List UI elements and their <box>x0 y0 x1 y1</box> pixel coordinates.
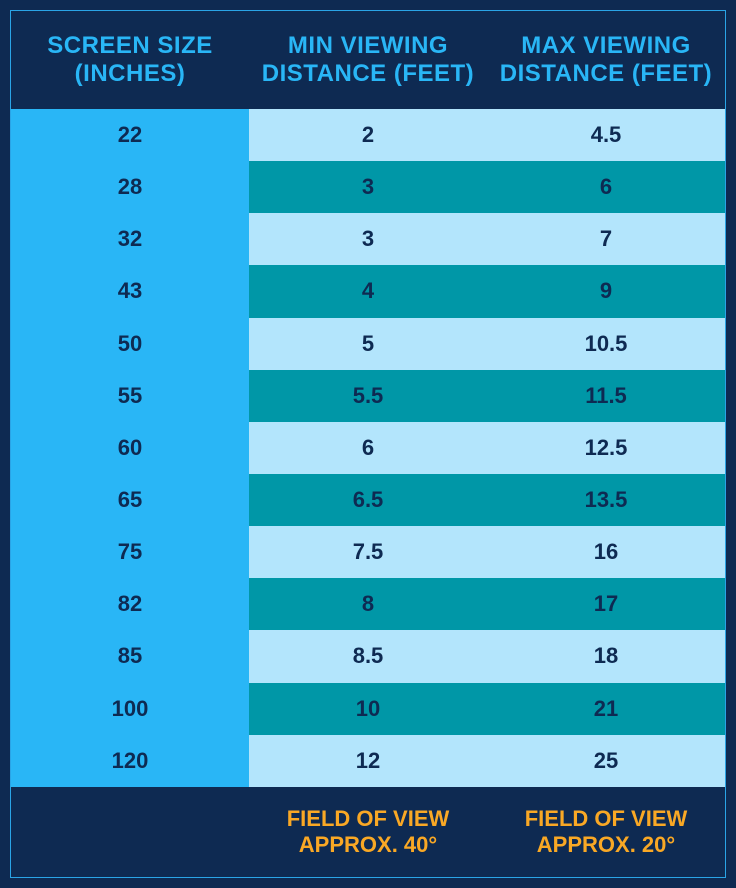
cell: 65 <box>11 474 249 526</box>
header-screen-size: SCREEN SIZE (INCHES) <box>11 11 249 109</box>
table-row: 50510.5 <box>11 318 725 370</box>
table-row: 3237 <box>11 213 725 265</box>
cell: 8.5 <box>249 630 487 682</box>
cell: 16 <box>487 526 725 578</box>
cell: 11.5 <box>487 370 725 422</box>
footer-fov-max: FIELD OF VIEW APPROX. 20° <box>487 787 725 877</box>
header-line2: DISTANCE (FEET) <box>500 60 712 87</box>
table-row: 1201225 <box>11 735 725 787</box>
header-line1: SCREEN SIZE <box>47 32 213 59</box>
cell: 4.5 <box>487 109 725 161</box>
table-row: 2224.5 <box>11 109 725 161</box>
cell: 6 <box>249 422 487 474</box>
cell: 5 <box>249 318 487 370</box>
cell: 7.5 <box>249 526 487 578</box>
cell: 18 <box>487 630 725 682</box>
table-row: 2836 <box>11 161 725 213</box>
cell: 6 <box>487 161 725 213</box>
cell: 21 <box>487 683 725 735</box>
table-row: 4349 <box>11 265 725 317</box>
header-line1: MIN VIEWING <box>288 32 448 59</box>
table-row: 1001021 <box>11 683 725 735</box>
cell: 2 <box>249 109 487 161</box>
cell: 28 <box>11 161 249 213</box>
cell: 120 <box>11 735 249 787</box>
table-row: 858.518 <box>11 630 725 682</box>
footer-text: FIELD OF VIEW APPROX. 20° <box>487 806 725 859</box>
cell: 60 <box>11 422 249 474</box>
header-min-distance: MIN VIEWING DISTANCE (FEET) <box>249 11 487 109</box>
cell: 5.5 <box>249 370 487 422</box>
table-row: 82817 <box>11 578 725 630</box>
cell: 7 <box>487 213 725 265</box>
footer-empty <box>11 787 249 877</box>
cell: 32 <box>11 213 249 265</box>
header-line1: MAX VIEWING <box>521 32 691 59</box>
cell: 100 <box>11 683 249 735</box>
cell: 10.5 <box>487 318 725 370</box>
table-row: 757.516 <box>11 526 725 578</box>
cell: 55 <box>11 370 249 422</box>
cell: 22 <box>11 109 249 161</box>
cell: 43 <box>11 265 249 317</box>
cell: 12.5 <box>487 422 725 474</box>
cell: 25 <box>487 735 725 787</box>
header-max-distance: MAX VIEWING DISTANCE (FEET) <box>487 11 725 109</box>
table-row: 656.513.5 <box>11 474 725 526</box>
header-line2: DISTANCE (FEET) <box>262 60 474 87</box>
cell: 13.5 <box>487 474 725 526</box>
viewing-distance-table: SCREEN SIZE (INCHES) MIN VIEWING DISTANC… <box>11 11 725 877</box>
cell: 85 <box>11 630 249 682</box>
table-body: 2224.528363237434950510.5555.511.560612.… <box>11 109 725 787</box>
cell: 10 <box>249 683 487 735</box>
cell: 8 <box>249 578 487 630</box>
table-frame: SCREEN SIZE (INCHES) MIN VIEWING DISTANC… <box>10 10 726 878</box>
cell: 3 <box>249 161 487 213</box>
footer-text: FIELD OF VIEW APPROX. 40° <box>249 806 487 859</box>
cell: 50 <box>11 318 249 370</box>
footer-row: FIELD OF VIEW APPROX. 40° FIELD OF VIEW … <box>11 787 725 877</box>
footer-fov-min: FIELD OF VIEW APPROX. 40° <box>249 787 487 877</box>
header-row: SCREEN SIZE (INCHES) MIN VIEWING DISTANC… <box>11 11 725 109</box>
cell: 82 <box>11 578 249 630</box>
cell: 9 <box>487 265 725 317</box>
cell: 75 <box>11 526 249 578</box>
header-line2: (INCHES) <box>75 60 186 87</box>
cell: 6.5 <box>249 474 487 526</box>
cell: 3 <box>249 213 487 265</box>
cell: 12 <box>249 735 487 787</box>
table-row: 60612.5 <box>11 422 725 474</box>
cell: 4 <box>249 265 487 317</box>
cell: 17 <box>487 578 725 630</box>
table-row: 555.511.5 <box>11 370 725 422</box>
